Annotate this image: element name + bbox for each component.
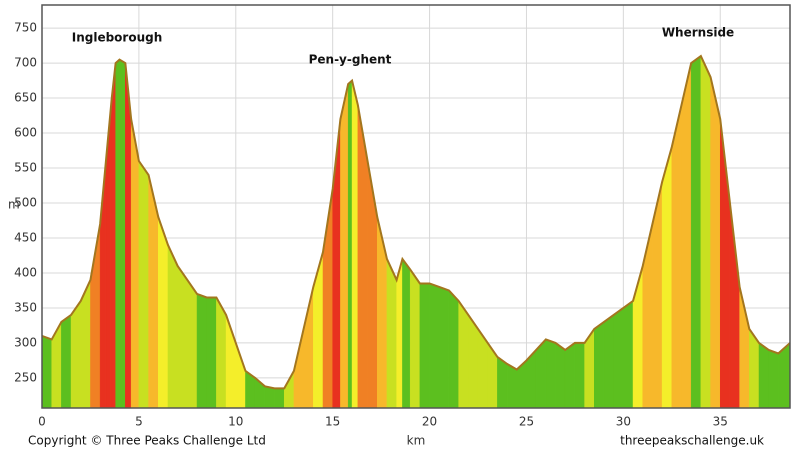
elevation-segment [555, 342, 566, 409]
elevation-segment [115, 59, 120, 409]
elevation-segment [768, 349, 779, 409]
y-tick-label: 450 [14, 230, 37, 244]
x-tick-label: 10 [228, 415, 243, 429]
elevation-segment [594, 321, 605, 409]
elevation-segment [429, 283, 440, 409]
peak-label: Pen-y-ghent [309, 53, 392, 67]
elevation-segment [111, 63, 116, 409]
elevation-segment [700, 55, 711, 409]
elevation-segment [661, 146, 673, 409]
y-tick-label: 650 [14, 91, 37, 105]
y-axis-label: m [8, 198, 20, 212]
peak-label: Ingleborough [72, 31, 163, 45]
y-tick-label: 400 [14, 265, 37, 279]
elevation-segment [710, 77, 721, 409]
elevation-segment [506, 363, 518, 409]
elevation-segment [623, 300, 634, 409]
elevation-segment [187, 279, 198, 409]
y-tick-label: 500 [14, 196, 37, 210]
elevation-segment [681, 63, 692, 409]
elevation-segment [402, 258, 411, 409]
elevation-segment [196, 293, 207, 409]
x-tick-label: 5 [135, 415, 143, 429]
x-tick-label: 20 [422, 415, 437, 429]
elevation-line [41, 54, 791, 390]
elevation-segment [448, 289, 459, 409]
elevation-segment [690, 55, 702, 409]
x-tick-label: 30 [616, 415, 631, 429]
x-tick-label: 15 [325, 415, 340, 429]
y-tick-label: 350 [14, 300, 37, 314]
elevation-segment [130, 118, 140, 409]
elevation-segment [758, 342, 769, 409]
elevation-segment [119, 59, 126, 409]
x-tick-label: 25 [519, 415, 534, 429]
y-tick-label: 600 [14, 126, 37, 140]
elevation-segment [468, 314, 479, 409]
elevation-segment [167, 244, 178, 409]
elevation-segment [41, 335, 52, 409]
elevation-segment [206, 297, 217, 409]
x-axis-label: km [407, 434, 426, 448]
elevation-segment [138, 160, 149, 409]
peak-label: Whernside [662, 26, 734, 40]
elevation-segment [396, 258, 403, 409]
website: threepeakschallenge.uk [620, 434, 764, 448]
elevation-segment [386, 258, 397, 409]
elevation-segment [613, 307, 624, 409]
elevation-segment [340, 84, 349, 409]
elevation-segment [439, 286, 450, 409]
elevation-segment [61, 314, 72, 409]
elevation-segment [671, 104, 682, 409]
plot-border [41, 4, 791, 409]
elevation-segment [347, 80, 353, 409]
elevation-segment [458, 300, 469, 409]
y-tick-label: 250 [14, 370, 37, 384]
elevation-segment [497, 356, 508, 409]
y-tick-label: 700 [14, 56, 37, 70]
y-tick-label: 300 [14, 335, 37, 349]
elevation-segment [564, 342, 576, 409]
elevation-segment [177, 265, 188, 409]
elevation-segment [70, 300, 82, 409]
elevation-segment [603, 314, 614, 409]
elevation-segment [264, 386, 275, 409]
x-tick-label: 35 [713, 415, 728, 429]
x-tick-label: 0 [38, 415, 46, 429]
elevation-segment [409, 268, 421, 409]
elevation-segment [545, 339, 556, 409]
copyright: Copyright © Three Peaks Challenge Ltd [28, 434, 266, 448]
y-tick-label: 750 [14, 21, 37, 35]
elevation-segment [419, 283, 430, 409]
elevation-segment [351, 80, 359, 409]
elevation-segment [158, 216, 169, 409]
elevation-segment [274, 388, 285, 409]
elevation-segment [574, 342, 585, 409]
y-tick-label: 550 [14, 161, 37, 175]
